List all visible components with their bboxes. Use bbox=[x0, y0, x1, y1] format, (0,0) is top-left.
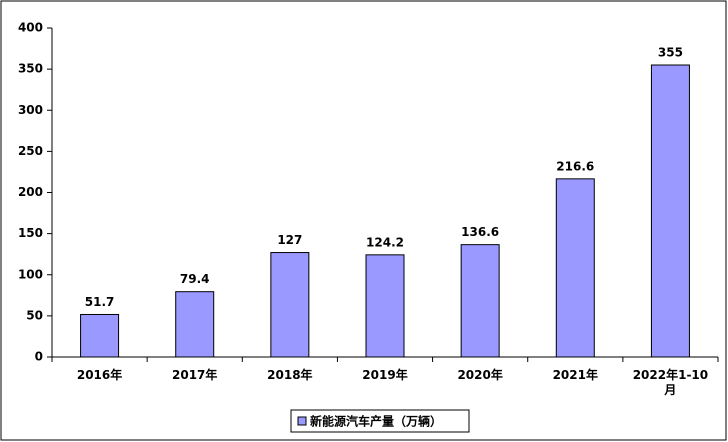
y-tick-label: 250 bbox=[18, 144, 43, 158]
value-label: 51.7 bbox=[85, 295, 115, 309]
value-label: 355 bbox=[658, 46, 683, 60]
value-label: 124.2 bbox=[366, 235, 404, 249]
y-tick-label: 200 bbox=[18, 185, 43, 199]
bar bbox=[555, 178, 595, 358]
legend-box bbox=[290, 409, 470, 433]
x-tick-label: 2022年1-10月 bbox=[632, 368, 709, 397]
bar bbox=[270, 252, 310, 358]
y-tick-label: 400 bbox=[18, 21, 43, 35]
x-tick-label: 2016年 bbox=[76, 368, 123, 382]
bar bbox=[365, 254, 405, 358]
x-tick-label: 2021年 bbox=[552, 368, 598, 382]
bar bbox=[460, 244, 500, 358]
y-tick-label: 350 bbox=[18, 62, 43, 76]
y-tick-label: 100 bbox=[18, 267, 43, 281]
x-tick-label: 2019年 bbox=[362, 368, 408, 382]
value-label: 79.4 bbox=[180, 272, 210, 286]
bar bbox=[175, 291, 215, 358]
x-tick-label: 2017年 bbox=[172, 368, 218, 382]
x-tick-label: 2020年 bbox=[457, 368, 503, 382]
legend-label: 新能源汽车产量（万辆） bbox=[310, 414, 442, 429]
y-tick-label: 0 bbox=[35, 350, 43, 364]
bar bbox=[80, 313, 120, 358]
bar bbox=[650, 64, 690, 358]
y-tick-label: 50 bbox=[26, 308, 43, 322]
y-tick-label: 150 bbox=[18, 226, 43, 240]
y-tick-label: 300 bbox=[18, 103, 43, 117]
value-label: 216.6 bbox=[556, 159, 594, 173]
x-tick-label: 2018年 bbox=[267, 368, 313, 382]
value-label: 136.6 bbox=[461, 225, 499, 239]
value-label: 127 bbox=[277, 233, 302, 247]
legend-swatch bbox=[297, 416, 307, 426]
